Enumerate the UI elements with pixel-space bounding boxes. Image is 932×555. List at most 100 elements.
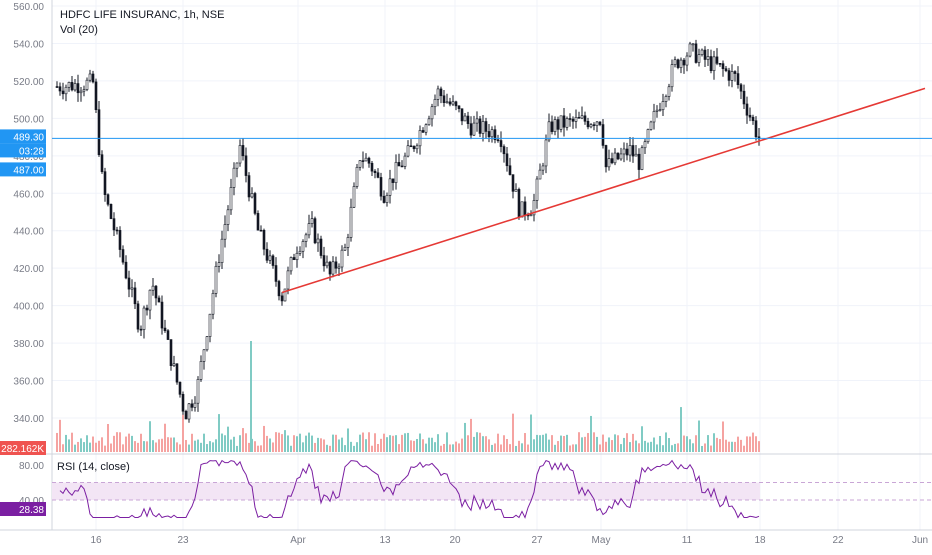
candle-body [745,103,749,116]
volume-bar [299,433,301,452]
candles-group [55,39,761,423]
volume-bar [515,445,517,452]
volume-group [56,341,760,452]
volume-bar [713,433,715,452]
candle-body [358,160,362,168]
volume-bar [701,445,703,452]
volume-bar [326,444,328,452]
candle-body [697,54,701,63]
candle-body [64,86,68,95]
volume-bar [428,437,430,452]
volume-bar [755,436,757,452]
volume-bar [473,436,475,452]
candle-body [460,108,464,122]
candle-body [709,56,713,72]
volume-bar [551,435,553,452]
volume-bar [479,432,481,452]
candle-body [607,158,611,168]
volume-bar [161,438,163,452]
candle-body [103,171,107,195]
price-tick-label: 440.00 [13,227,44,238]
volume-bar [440,445,442,452]
candle-body [112,218,116,231]
volume-bar [254,441,256,452]
candle-body [589,124,593,128]
volume-bar [212,442,214,452]
candle-body [151,285,155,291]
candle-body [532,200,536,216]
volume-bar [734,441,736,452]
volume-bar [632,433,634,452]
time-tick-label: 16 [90,535,102,546]
candle-body [373,170,377,174]
volume-bar [704,443,706,452]
candle-body [556,119,560,130]
chart-title: HDFC LIFE INSURANC, 1h, NSE [60,9,225,21]
candle-body [319,238,323,256]
candle-body [481,121,485,134]
candle-body [610,158,614,164]
volume-bar [233,436,235,452]
volume-bar [257,445,259,452]
candle-body [694,43,698,63]
candle-body [463,115,467,122]
candle-body [295,252,299,261]
volume-bar [188,444,190,452]
candle-body [139,328,143,331]
volume-bar [368,432,370,452]
candle-body [433,99,437,108]
volume-bar [626,433,628,452]
volume-bar [458,443,460,452]
volume-bar [539,435,541,452]
bar-countdown-badge-bg [0,143,46,158]
candle-body [493,129,497,141]
volume-bar [587,433,589,452]
volume-bar [284,430,286,452]
candle-body [211,293,215,315]
candle-body [511,174,515,192]
volume-bar [164,423,166,452]
candle-body [91,73,95,83]
volume-bar [614,434,616,452]
candle-body [289,257,293,272]
candle-body [406,145,410,157]
volume-bar [275,432,277,452]
candle-body [679,59,683,68]
volume-bar [410,440,412,452]
time-tick-label: 13 [379,535,391,546]
candle-body [382,195,386,203]
volume-bar [665,432,667,452]
candle-body [94,81,98,110]
candle-body [535,178,539,201]
candle-body [601,124,605,146]
volume-bar [290,445,292,452]
candle-body [184,410,188,420]
volume-bar [524,433,526,452]
volume-bar [374,433,376,452]
candle-body [655,109,659,112]
candle-body [262,230,266,250]
candle-body [85,79,89,90]
volume-bar [335,434,337,452]
volume-bar [302,442,304,452]
rsi-indicator-label: RSI (14, close) [57,461,130,473]
candle-body [163,327,167,331]
volume-bar [179,444,181,452]
volume-bar [362,432,364,452]
candle-body [118,230,122,250]
candle-body [715,56,719,64]
volume-bar [71,432,73,452]
candle-body [634,153,638,157]
volume-bar [65,434,67,452]
candle-body [76,83,80,94]
candle-body [106,194,110,205]
volume-bar [407,432,409,452]
candle-body [388,178,392,196]
volume-bar [344,445,346,452]
candle-body [142,307,146,330]
volume-bar [95,442,97,452]
volume-bar [386,437,388,452]
candle-body [718,63,722,65]
